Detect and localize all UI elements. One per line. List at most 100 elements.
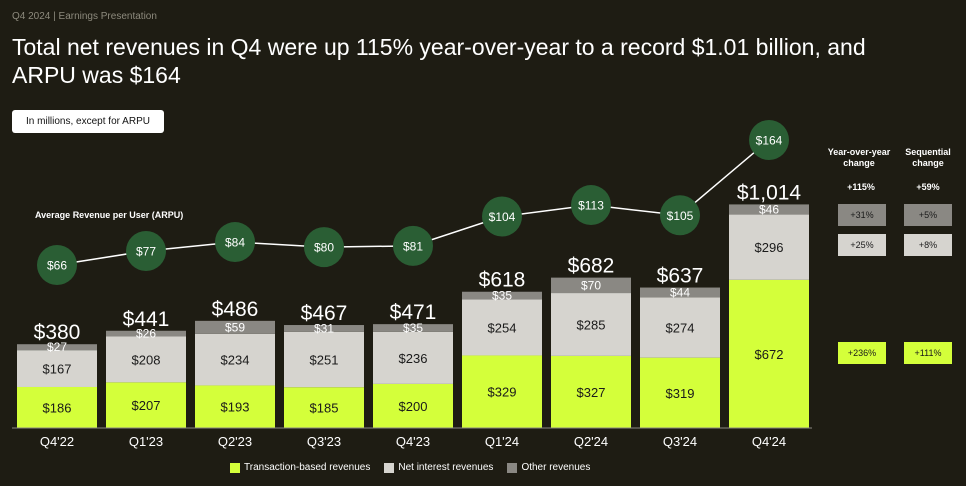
value-label-other-2: $59 — [225, 320, 245, 334]
arpu-label-3: $80 — [314, 241, 334, 255]
total-yoy-change: +115% — [847, 182, 875, 192]
bar-transaction-4 — [373, 383, 453, 428]
value-label-other-3: $31 — [314, 321, 334, 335]
value-label-other-1: $26 — [136, 327, 156, 341]
value-label-net-interest-2: $234 — [221, 353, 250, 368]
bar-net-interest-0 — [17, 350, 97, 387]
bar-net-interest-7 — [640, 297, 720, 358]
legend-label-transaction: Transaction-based revenues — [244, 462, 371, 473]
bar-other-5 — [462, 291, 542, 300]
transaction-seq-change: +111% — [904, 342, 952, 364]
value-label-net-interest-5: $254 — [488, 320, 517, 335]
value-label-other-4: $35 — [403, 321, 423, 335]
legend-swatch-transaction — [230, 462, 240, 473]
other-yoy-change: +31% — [838, 204, 886, 226]
category-label-1: Q1'23 — [129, 434, 163, 449]
total-label-0: $380 — [34, 321, 81, 344]
bar-other-3 — [284, 325, 364, 332]
arpu-label-1: $77 — [136, 244, 156, 258]
bar-transaction-7 — [640, 357, 720, 428]
bar-transaction-1 — [106, 382, 186, 428]
legend-swatch-other — [507, 462, 518, 473]
value-label-net-interest-4: $236 — [399, 351, 428, 366]
arpu-layer: $66 $77 $84 $80 $81 $104 $113 $105 $164 Average R… — [35, 120, 789, 285]
bar-transaction-6 — [551, 355, 631, 428]
arpu-point-5 — [482, 196, 522, 237]
bar-transaction-3 — [284, 387, 364, 428]
bar-other-0 — [17, 344, 97, 351]
arpu-caption: Average Revenue per User (ARPU) — [35, 210, 183, 220]
bar-other-6 — [551, 277, 631, 294]
bar-net-interest-1 — [106, 336, 186, 383]
bar-net-interest-5 — [462, 299, 542, 356]
category-label-6: Q2'24 — [574, 434, 608, 449]
category-label-0: Q4'22 — [40, 434, 74, 449]
category-label-5: Q1'24 — [485, 434, 519, 449]
legend-label-other: Other revenues — [521, 462, 591, 473]
value-label-net-interest-8: $296 — [755, 240, 784, 255]
sequential-change-header: Sequential change — [905, 147, 951, 168]
bar-other-1 — [106, 330, 186, 337]
arpu-point-8 — [749, 120, 789, 160]
arpu-label-0: $66 — [47, 259, 67, 273]
value-label-net-interest-6: $285 — [577, 317, 606, 332]
transaction-yoy-change: +236% — [838, 342, 886, 364]
total-seq-change: +59% — [916, 182, 940, 192]
total-label-3: $467 — [301, 302, 348, 325]
value-label-transaction-5: $329 — [488, 385, 517, 400]
category-label-8: Q4'24 — [752, 434, 786, 449]
net-interest-seq-change: +8% — [904, 234, 952, 256]
bar-other-2 — [195, 320, 275, 334]
units-note: In millions, except for ARPU — [12, 110, 164, 133]
category-label-7: Q3'24 — [663, 434, 697, 449]
arpu-point-7 — [660, 195, 700, 236]
total-label-1: $441 — [123, 308, 170, 331]
value-label-transaction-1: $207 — [132, 398, 161, 413]
value-label-transaction-4: $200 — [399, 399, 428, 414]
arpu-point-4 — [393, 225, 433, 266]
legend-item-transaction: Transaction-based revenues — [230, 462, 370, 473]
value-label-other-0: $27 — [47, 340, 67, 354]
total-label-7: $637 — [657, 265, 704, 288]
value-label-transaction-2: $193 — [221, 400, 250, 415]
total-label-6: $682 — [568, 255, 615, 278]
value-label-transaction-6: $327 — [577, 385, 606, 400]
value-label-transaction-0: $186 — [43, 400, 72, 415]
category-label-3: Q3'23 — [307, 434, 341, 449]
other-seq-change: +5% — [904, 204, 952, 226]
arpu-label-5: $104 — [489, 210, 516, 224]
value-label-transaction-7: $319 — [666, 386, 695, 401]
bar-other-7 — [640, 287, 720, 298]
value-label-transaction-3: $185 — [310, 401, 339, 416]
total-label-2: $486 — [212, 298, 259, 321]
arpu-label-2: $84 — [225, 236, 245, 250]
legend-item-net-interest: Net interest revenues — [384, 462, 493, 473]
total-label-8: $1,014 — [737, 181, 802, 204]
arpu-point-1 — [126, 230, 166, 271]
arpu-point-6 — [571, 185, 611, 226]
bar-transaction-8 — [729, 279, 809, 428]
bars-layer: $186 $167 $27$380 $207 $208 $26$441 $193 $234 $5… — [17, 181, 809, 428]
arpu-point-0 — [37, 245, 77, 285]
bar-transaction-2 — [195, 385, 275, 428]
arpu-point-3 — [304, 227, 344, 268]
total-label-5: $618 — [479, 269, 526, 292]
bar-other-8 — [729, 204, 809, 215]
value-label-net-interest-7: $274 — [666, 320, 695, 335]
category-label-4: Q4'23 — [396, 434, 430, 449]
value-label-other-6: $70 — [581, 278, 601, 292]
arpu-label-8: $164 — [756, 134, 783, 148]
bar-net-interest-3 — [284, 331, 364, 388]
total-label-4: $471 — [390, 301, 437, 324]
value-label-net-interest-0: $167 — [43, 362, 72, 377]
value-label-other-7: $44 — [670, 285, 690, 299]
bar-transaction-5 — [462, 355, 542, 428]
arpu-label-6: $113 — [578, 199, 604, 213]
page-title: Total net revenues in Q4 were up 115% ye… — [12, 34, 866, 88]
yoy-change-header: Year-over-year change — [827, 147, 891, 168]
bar-other-4 — [373, 324, 453, 332]
bar-net-interest-2 — [195, 333, 275, 386]
value-label-other-8: $46 — [759, 202, 779, 216]
bar-net-interest-8 — [729, 214, 809, 280]
